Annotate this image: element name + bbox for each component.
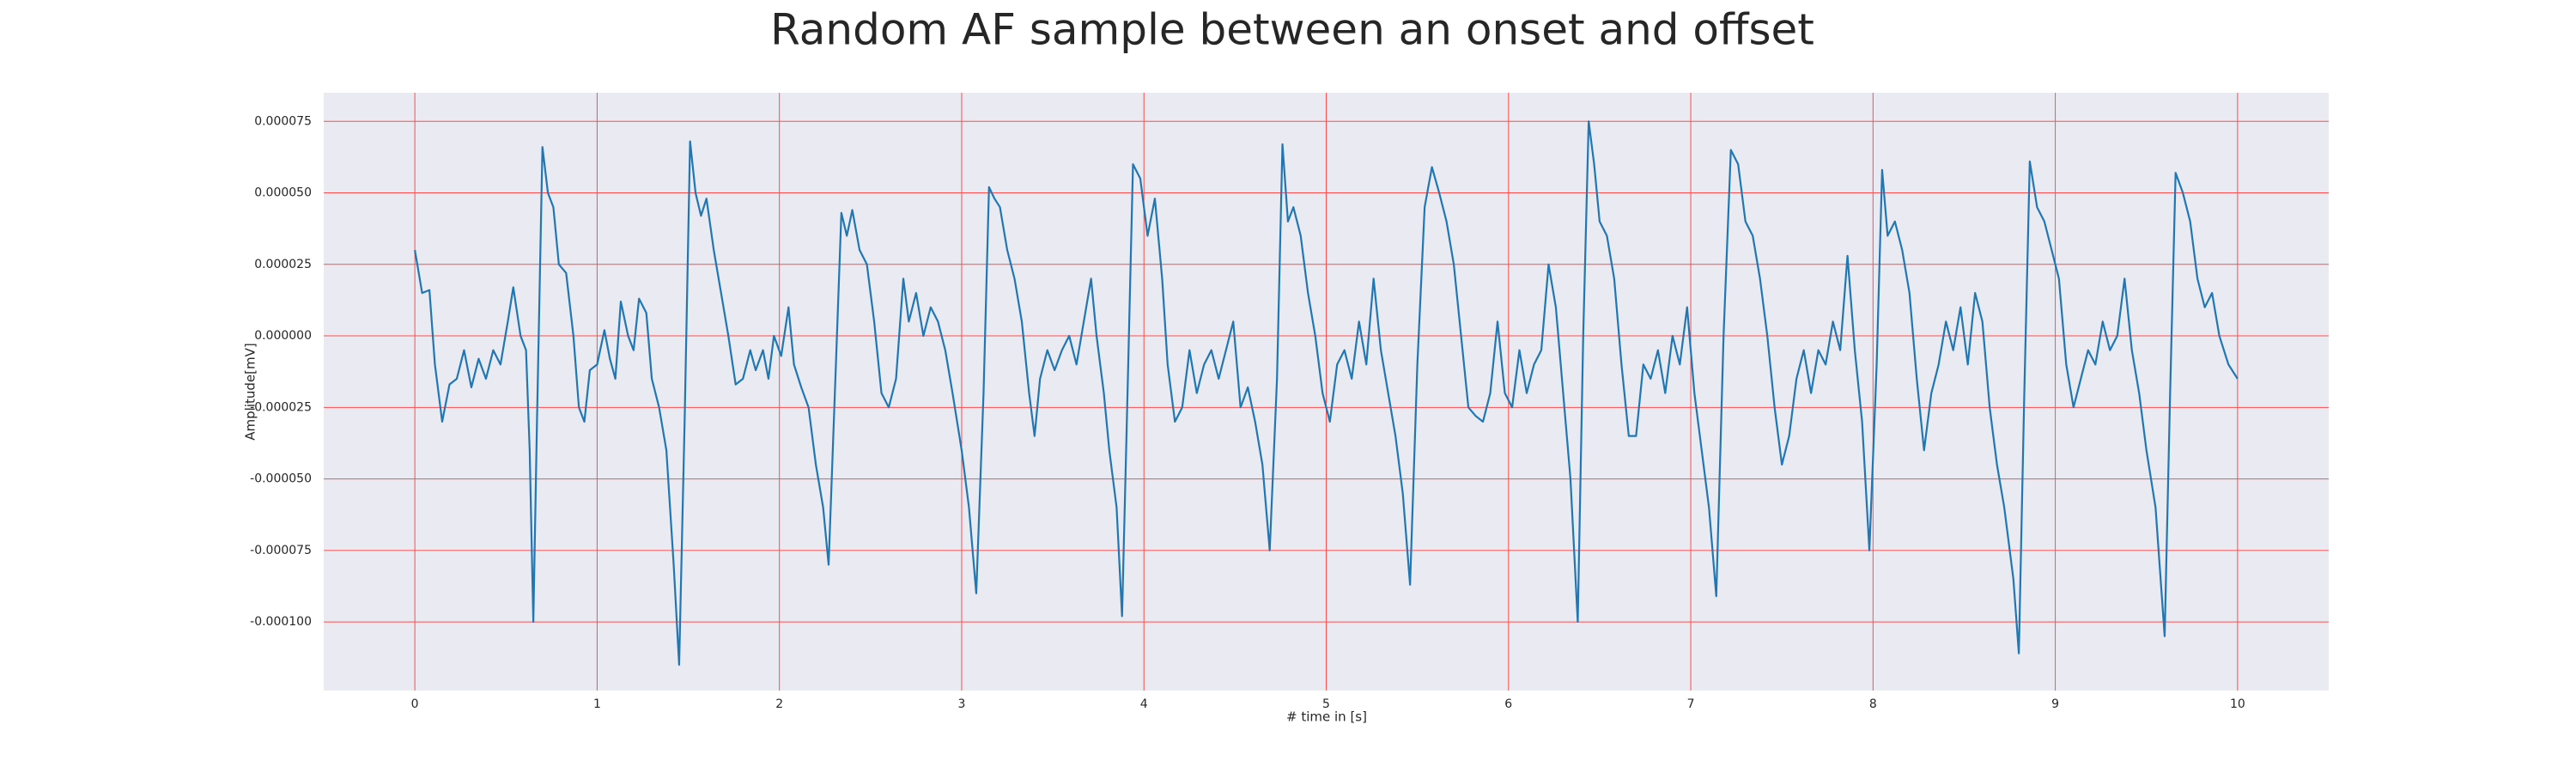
grid — [324, 93, 2329, 691]
x-tick-label: 5 — [1322, 697, 1330, 711]
x-tick-label: 10 — [2230, 697, 2245, 711]
y-tick-label: 0.000000 — [254, 329, 312, 343]
y-axis-label: Amplitude[mV] — [243, 343, 258, 440]
y-tick-label: 0.000025 — [254, 258, 312, 271]
chart-title: Random AF sample between an onset and of… — [770, 5, 1814, 55]
tick-labels: 0.000075 0.000050 0.000025 0.000000 -0.00002… — [250, 114, 2245, 711]
x-tick-label: 2 — [775, 697, 783, 711]
marks — [414, 120, 2239, 666]
y-tick-label: 0.000075 — [254, 114, 312, 128]
y-tick-label: -0.000075 — [250, 544, 312, 557]
x-axis-label: # time in [s] — [1286, 709, 1367, 725]
x-tick-label: 0 — [411, 697, 419, 711]
y-tick-label: -0.000100 — [250, 615, 312, 629]
x-tick-label: 4 — [1140, 697, 1148, 711]
x-tick-label: 3 — [957, 697, 965, 711]
signal-line — [414, 120, 2239, 666]
x-tick-label: 8 — [1869, 697, 1877, 711]
x-tick-label: 7 — [1687, 697, 1695, 711]
x-tick-label: 9 — [2051, 697, 2059, 711]
y-tick-label: 0.000050 — [254, 186, 312, 200]
y-tick-label: -0.000025 — [250, 400, 312, 414]
x-tick-label: 6 — [1504, 697, 1512, 711]
x-tick-label: 1 — [593, 697, 601, 711]
y-tick-label: -0.000050 — [250, 472, 312, 486]
